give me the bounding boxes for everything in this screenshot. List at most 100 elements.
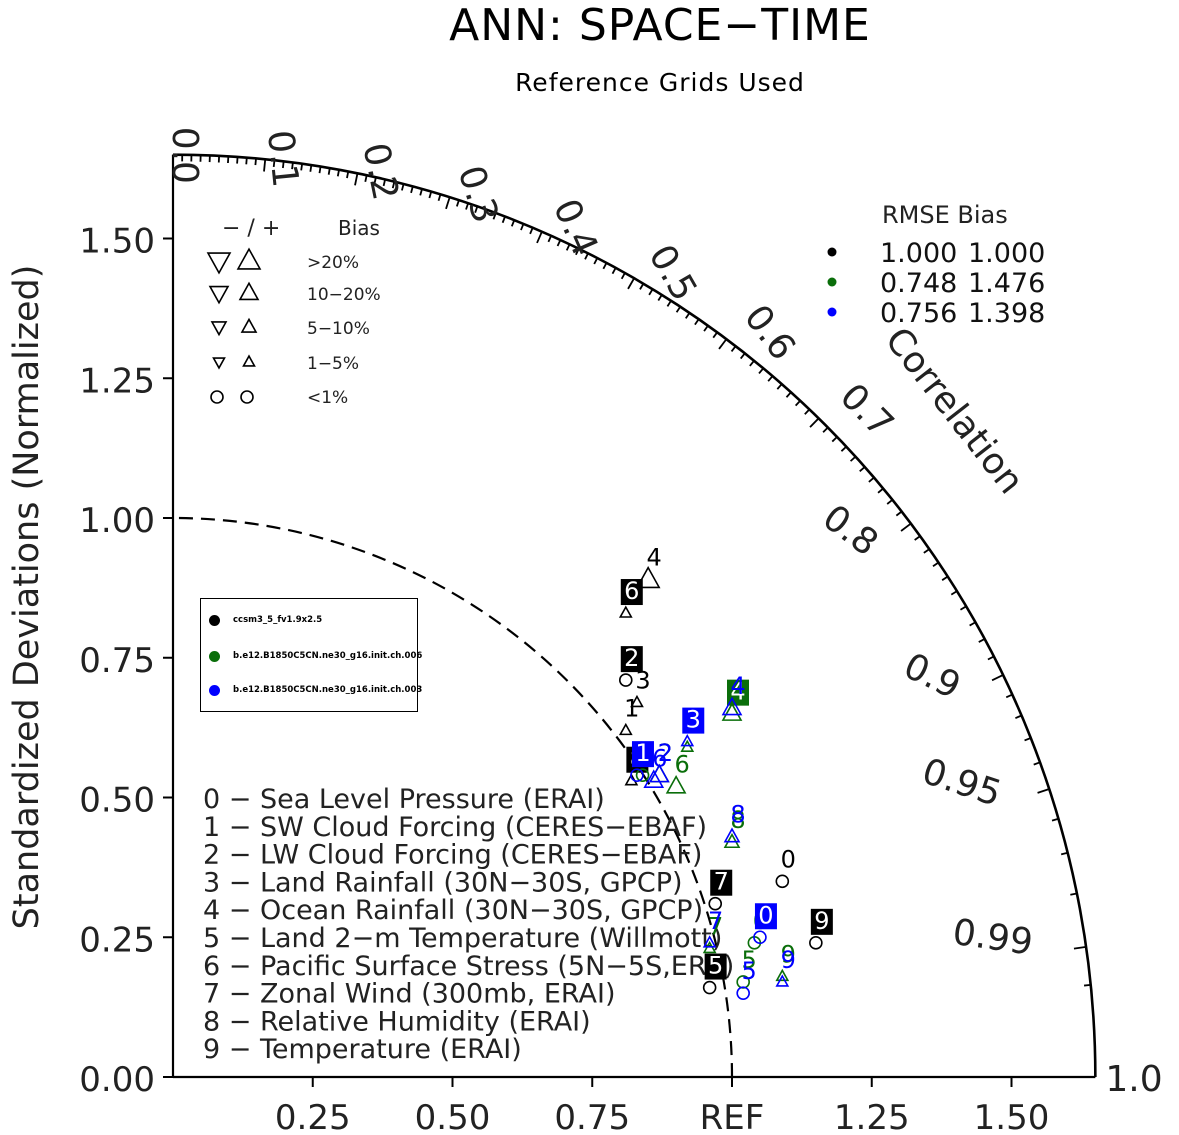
data-point-marker — [702, 980, 717, 995]
y-tick-label: 0.75 — [79, 641, 155, 681]
correlation-tick — [877, 487, 884, 494]
correlation-tick — [959, 605, 967, 611]
data-point-label: 3 — [686, 706, 701, 734]
correlation-tick — [804, 408, 811, 415]
correlation-tick — [327, 167, 331, 175]
correlation-tick — [685, 312, 691, 319]
data-point-label: 4 — [730, 678, 745, 706]
bias-legend-label: 1−5% — [307, 354, 359, 374]
correlation-tick — [602, 262, 608, 270]
reference-arc — [172, 516, 734, 1078]
correlation-tick — [272, 160, 276, 168]
data-point-label: 8 — [730, 801, 745, 829]
bias-legend-label: 10−20% — [307, 285, 381, 305]
data-point-label: 7 — [714, 868, 729, 896]
correlation-tick — [703, 325, 709, 332]
data-point-label: 1 — [624, 694, 639, 722]
data-point-marker — [680, 734, 695, 747]
correlation-tick — [492, 212, 497, 220]
correlation-tick — [1070, 892, 1078, 896]
correlation-tick — [437, 194, 442, 201]
correlation-tick-label: 0.9 — [897, 646, 966, 708]
data-point-marker — [753, 930, 767, 945]
correlation-tick-label: 0.2 — [354, 139, 406, 203]
correlation-tick — [859, 466, 866, 473]
correlation-tick — [336, 169, 340, 177]
data-point-label: 6 — [674, 750, 689, 778]
data-point-label: 2 — [658, 739, 673, 767]
bias-legend-symbol — [236, 247, 262, 270]
correlation-tick — [556, 239, 562, 247]
variable-legend-item: 2 − LW Cloud Forcing (CERES−EBAF) — [203, 840, 702, 871]
data-point-marker — [618, 605, 633, 618]
correlation-tick-label: 0.8 — [815, 497, 885, 564]
data-point-label: 8 — [730, 806, 745, 834]
correlation-tick-label: 0.3 — [450, 161, 506, 228]
correlation-tick — [382, 179, 387, 187]
correlation-tick — [718, 338, 728, 350]
correlation-tick — [666, 300, 672, 307]
correlation-tick — [1015, 714, 1022, 719]
correlation-tick — [300, 163, 304, 171]
data-point-label: 5 — [742, 946, 757, 974]
correlation-tick — [794, 400, 801, 407]
variable-legend-item: 9 − Temperature (ERAI) — [203, 1034, 522, 1065]
data-point-label-box — [754, 903, 777, 930]
rmse-color-dot — [827, 277, 837, 287]
correlation-tick — [1083, 983, 1091, 987]
correlation-tick — [809, 417, 820, 428]
data-point-label: 7 — [708, 907, 723, 935]
bias-legend-symbol — [210, 321, 228, 337]
data-point-marker — [630, 694, 644, 708]
case-legend-item: ccsm3_5_fv1.9x2.5 — [209, 611, 322, 629]
correlation-tick-label: 1.0 — [1105, 1059, 1162, 1100]
correlation-tick — [978, 638, 986, 643]
correlation-tick — [657, 294, 663, 302]
correlation-tick — [776, 383, 783, 390]
x-tick-label: 0.25 — [275, 1098, 351, 1135]
correlation-tick — [391, 181, 396, 189]
correlation-tick — [1073, 945, 1087, 950]
correlation-tick — [840, 445, 847, 452]
correlation-tick — [914, 535, 921, 541]
correlation-tick — [1060, 851, 1068, 856]
data-point-label: 4 — [730, 672, 745, 700]
variable-legend-item: 3 − Land Rainfall (30N−30S, GPCP) — [203, 867, 683, 898]
correlation-tick — [474, 206, 479, 213]
correlation-tick — [584, 252, 589, 260]
correlation-tick — [767, 375, 774, 382]
data-point-label: 6 — [624, 577, 639, 605]
correlation-tick — [1033, 761, 1041, 766]
bias-legend-header: − / + — [222, 216, 280, 241]
correlation-tick — [373, 177, 377, 184]
y-tick-label: 0.50 — [79, 781, 155, 821]
case-color-dot — [209, 684, 220, 696]
correlation-tick — [428, 191, 433, 199]
data-point-marker — [635, 565, 661, 589]
data-point-label: 0 — [758, 901, 773, 929]
y-tick-label: 1.25 — [79, 361, 155, 401]
data-point-label: 2 — [658, 739, 673, 767]
correlation-tick — [712, 331, 718, 339]
correlation-tick — [611, 267, 617, 275]
data-point-label: 1 — [635, 739, 650, 767]
correlation-tick — [536, 231, 543, 244]
correlation-tick-label: 0.7 — [832, 376, 901, 446]
correlation-tick-label: 0.4 — [545, 193, 605, 262]
data-point-label: 6 — [652, 745, 667, 773]
variable-legend-item: 5 − Land 2−m Temperature (Willmott) — [203, 923, 722, 954]
correlation-tick — [620, 272, 626, 280]
correlation-tick — [291, 162, 294, 170]
correlation-axis-label: Correlation — [877, 320, 1032, 502]
data-point-marker — [775, 874, 790, 889]
correlation-tick — [1051, 817, 1059, 822]
correlation-tick — [401, 183, 405, 191]
correlation-tick — [932, 561, 940, 568]
correlation-tick — [1037, 788, 1050, 794]
correlation-tick — [785, 391, 792, 398]
data-point-marker — [775, 968, 790, 982]
case-legend-label: ccsm3_5_fv1.9x2.5 — [233, 615, 323, 625]
data-point-marker — [775, 974, 790, 987]
correlation-tick — [245, 157, 248, 165]
